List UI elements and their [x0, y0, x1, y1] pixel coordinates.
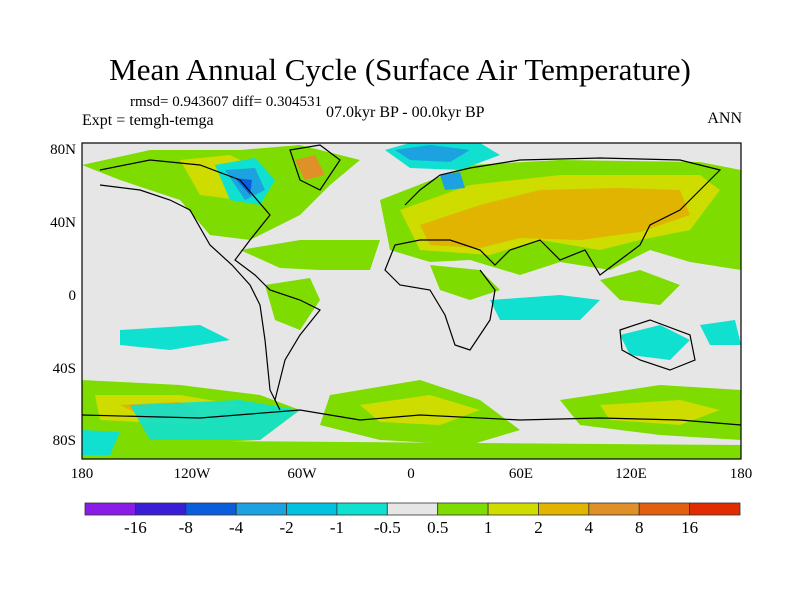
- lat-label: 0: [68, 288, 77, 304]
- colorbar-label: -16: [124, 518, 147, 537]
- colorbar-label: -4: [229, 518, 244, 537]
- colorbar-box: [689, 502, 741, 516]
- lat-label: 40N: [50, 215, 76, 231]
- colorbar-box: [185, 502, 237, 516]
- lon-label: 120W: [173, 466, 211, 482]
- colorbar-box: [638, 502, 691, 516]
- colorbar-box: [84, 502, 136, 516]
- colorbar-box: [134, 502, 187, 516]
- colorbar-box: [538, 502, 590, 516]
- colorbar-box: [235, 502, 287, 516]
- colorbar-box: [386, 502, 439, 516]
- colorbar-label: 2: [534, 518, 543, 537]
- lat-label: 80N: [50, 142, 76, 158]
- lon-label: 120E: [615, 466, 647, 482]
- lon-label: 180: [70, 466, 94, 482]
- season-label: ANN: [707, 110, 742, 127]
- colorbar-label: 1: [483, 518, 493, 537]
- map-frame: [81, 142, 742, 460]
- coastlines: [82, 144, 741, 426]
- colorbar-label: -1: [329, 518, 345, 537]
- colorbar-box: [286, 502, 338, 516]
- experiment-label: Expt = temgh-temga: [82, 112, 214, 129]
- colorbar-box: [437, 502, 489, 516]
- period-label: 07.0kyr BP - 00.0kyr BP: [326, 104, 485, 121]
- lon-label: 0: [407, 466, 415, 482]
- lon-label: 60W: [287, 466, 317, 482]
- stats-text: rmsd= 0.943607 diff= 0.304531: [130, 94, 323, 110]
- lon-label: 180: [729, 466, 753, 482]
- colorbar-label: -8: [178, 518, 193, 537]
- colorbar-box: [336, 502, 388, 516]
- colorbar-label: 8: [634, 518, 644, 537]
- colorbar-label: 0.5: [427, 518, 449, 537]
- colorbar-box: [588, 502, 640, 516]
- colorbar: [84, 502, 741, 516]
- colorbar-label: -0.5: [373, 518, 401, 537]
- colorbar-label: 16: [681, 518, 699, 537]
- lat-label: 80S: [52, 433, 76, 449]
- lat-label: 40S: [52, 361, 76, 377]
- colorbar-box: [487, 502, 539, 516]
- lon-label: 60E: [508, 466, 534, 482]
- plot-title: Mean Annual Cycle (Surface Air Temperatu…: [109, 52, 691, 87]
- colorbar-label: -2: [279, 518, 294, 537]
- colorbar-label: 4: [584, 518, 594, 537]
